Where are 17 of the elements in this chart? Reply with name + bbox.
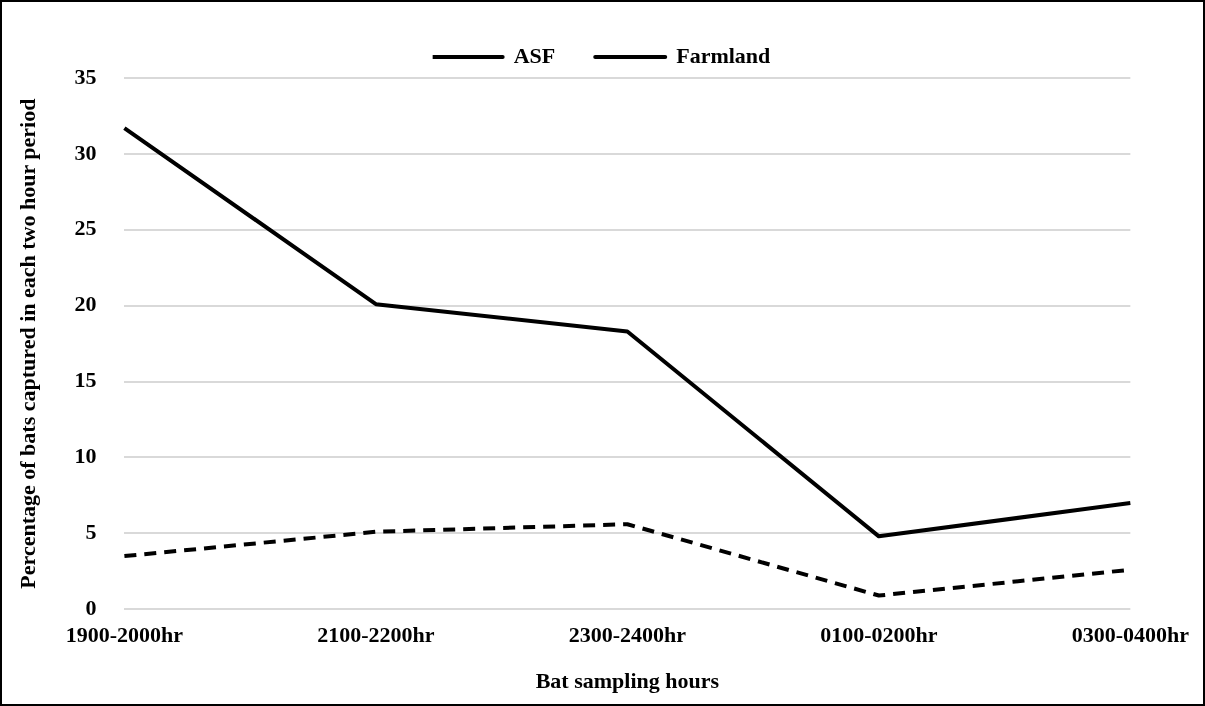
y-axis-title: Percentage of bats captured in each two hour period — [14, 98, 40, 589]
y-tick-label: 10 — [74, 443, 97, 469]
y-tick-label: 30 — [74, 139, 97, 165]
x-axis-title: Bat sampling hours — [535, 668, 720, 694]
y-tick-label: 25 — [74, 215, 97, 241]
x-tick-label: 2100-2200hr — [317, 622, 435, 648]
x-tick-label: 0100-0200hr — [820, 622, 938, 648]
legend-label: ASF — [513, 42, 556, 68]
x-tick-label: 2300-2400hr — [568, 622, 687, 648]
legend-label: Farmland — [676, 42, 771, 68]
y-tick-label: 15 — [74, 367, 97, 393]
x-tick-label: 1900-2000hr — [65, 622, 184, 648]
y-tick-label: 5 — [85, 519, 97, 544]
y-tick-label: 35 — [74, 63, 97, 89]
y-tick-label: 20 — [74, 291, 97, 317]
y-tick-label: 0 — [85, 594, 97, 620]
x-tick-label: 0300-0400hr — [1071, 622, 1190, 648]
